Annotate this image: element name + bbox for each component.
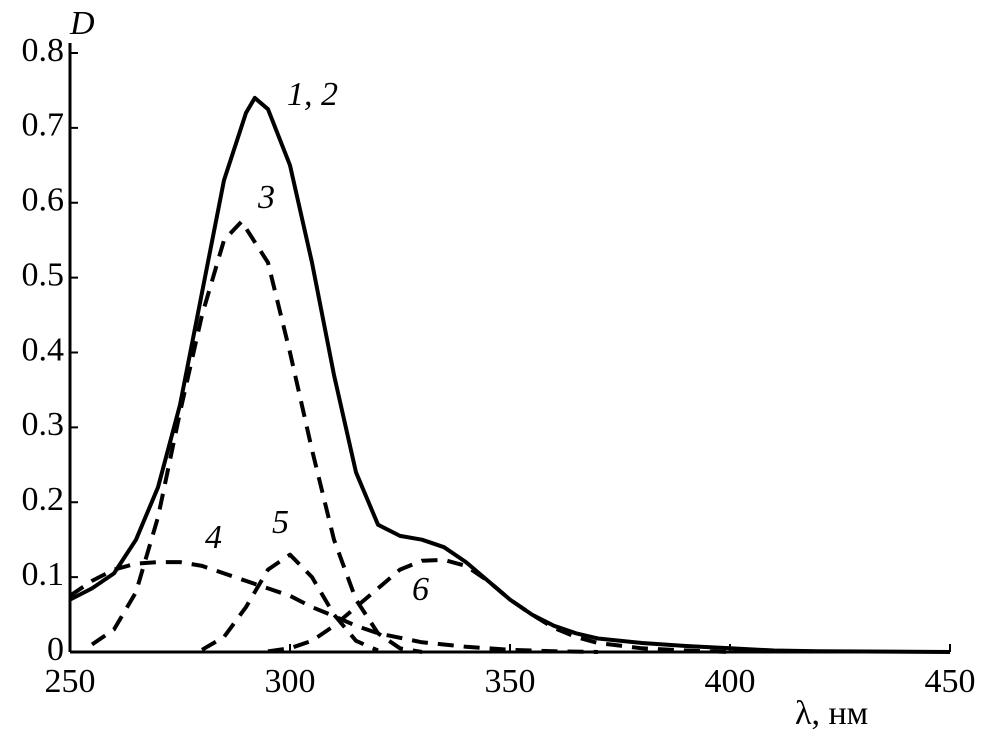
curve: [200, 552, 379, 653]
y-tick-label: 0.8: [22, 32, 65, 69]
x-tick-label: 450: [925, 663, 976, 700]
y-tick-label: 0.7: [22, 107, 65, 144]
y-tick-label: 0: [47, 631, 64, 668]
y-tick-label: 0.5: [22, 256, 65, 293]
curve: [68, 560, 599, 654]
y-tick-label: 0.2: [22, 481, 65, 518]
curve-label: 5: [272, 504, 289, 541]
y-axis-label: D: [69, 5, 95, 42]
y-tick-label: 0.1: [22, 556, 65, 593]
curve-label: 6: [412, 571, 429, 608]
curve-label: 1, 2: [287, 76, 338, 113]
x-tick-label: 250: [45, 663, 96, 700]
x-tick-label: 400: [705, 663, 756, 700]
y-tick-label: 0.6: [22, 182, 65, 219]
curve: [90, 219, 423, 654]
y-tick-label: 0.3: [22, 406, 65, 443]
curve: [267, 557, 731, 654]
curve: [69, 95, 951, 654]
y-tick-label: 0.4: [22, 331, 65, 368]
x-tick-label: 350: [485, 663, 536, 700]
curve-label: 4: [205, 519, 222, 556]
x-axis-label: λ, нм: [795, 695, 868, 732]
curve-label: 3: [257, 179, 275, 216]
x-tick-label: 300: [265, 663, 316, 700]
